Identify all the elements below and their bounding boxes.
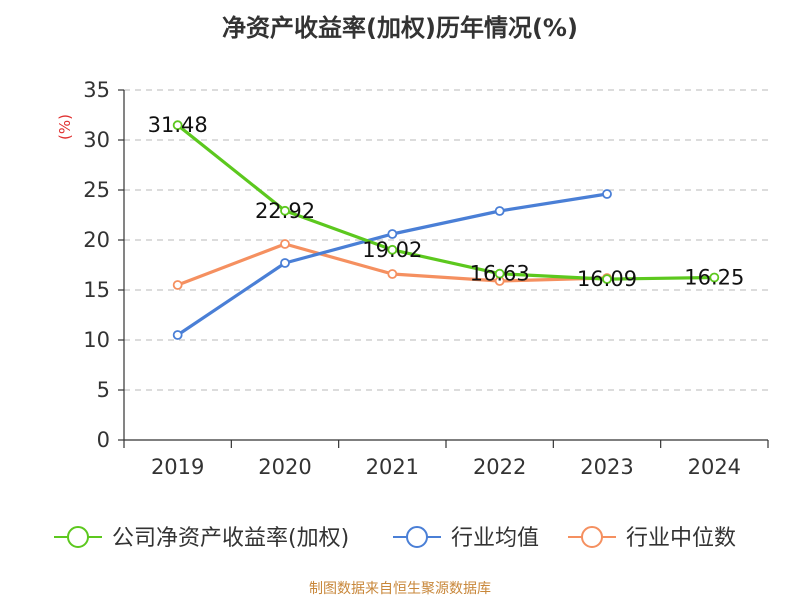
series-line-company — [176, 123, 715, 281]
data-point-company — [387, 244, 398, 255]
grid-lines — [124, 89, 768, 391]
legend-label: 公司净资产收益率(加权) — [112, 526, 349, 551]
y-tick-label: 10 — [83, 328, 110, 352]
legend-marker-icon — [581, 526, 603, 548]
y-tick-label: 25 — [83, 178, 110, 202]
y-tick-label: 20 — [83, 228, 110, 252]
data-point-industry_avg — [602, 189, 612, 199]
data-label: 31.48 — [148, 113, 208, 137]
data-point-industry_avg — [280, 258, 290, 268]
data-point-company — [280, 205, 290, 216]
data-point-company — [709, 272, 720, 283]
data-point-company — [172, 120, 183, 131]
data-label: 19.02 — [362, 238, 422, 262]
data-point-company — [602, 274, 612, 285]
legend-label: 行业均值 — [451, 526, 539, 551]
x-tick-label: 2022 — [473, 455, 526, 479]
legend-marker-icon — [67, 526, 89, 548]
data-point-industry_avg — [387, 229, 398, 239]
x-tick-label: 2024 — [688, 455, 741, 479]
axes: 0 5 10 15 20 25 30 35 (%) 2019 2020 2021 2022 2023 202… — [56, 78, 769, 479]
y-tick-label: 15 — [83, 278, 110, 302]
x-tick-label: 2021 — [366, 455, 419, 479]
data-point-industry_median — [172, 280, 183, 290]
y-tick-label: 35 — [83, 78, 110, 102]
data-label: 22.92 — [255, 199, 315, 223]
data-labels: 31.48 22.92 19.02 16.63 16.09 16.25 — [148, 113, 745, 291]
data-point-industry_median — [280, 239, 290, 249]
legend-item-company[interactable]: 公司净资产收益率(加权) — [54, 526, 349, 551]
legend-item-industry_avg[interactable]: 行业均值 — [393, 526, 539, 551]
data-point-industry_median — [387, 269, 398, 279]
x-tick-label: 2019 — [151, 455, 204, 479]
legend-marker-icon — [406, 526, 428, 548]
y-tick-label: 0 — [97, 428, 110, 452]
data-point-industry_avg — [172, 330, 183, 340]
chart-title: 净资产收益率(加权)历年情况(%) — [222, 14, 578, 42]
data-point-industry_avg — [494, 206, 505, 216]
y-tick-label: 30 — [83, 128, 110, 152]
legend-label: 行业中位数 — [626, 526, 736, 551]
data-point-company — [494, 268, 505, 279]
x-tick-label: 2023 — [580, 455, 633, 479]
x-tick-label: 2020 — [258, 455, 311, 479]
y-tick-label: 5 — [97, 378, 110, 402]
data-label: 16.09 — [577, 267, 637, 291]
y-axis-unit: (%) — [56, 114, 74, 140]
series-lines — [172, 120, 720, 340]
legend-item-industry_median[interactable]: 行业中位数 — [568, 526, 736, 551]
data-label: 16.63 — [470, 262, 530, 286]
data-label: 16.25 — [684, 266, 744, 290]
legend[interactable]: 公司净资产收益率(加权) 行业均值 行业中位数 — [54, 526, 736, 551]
series-line-industry_avg — [176, 192, 608, 337]
data-source-note: 制图数据来自恒生聚源数据库 — [309, 581, 491, 597]
